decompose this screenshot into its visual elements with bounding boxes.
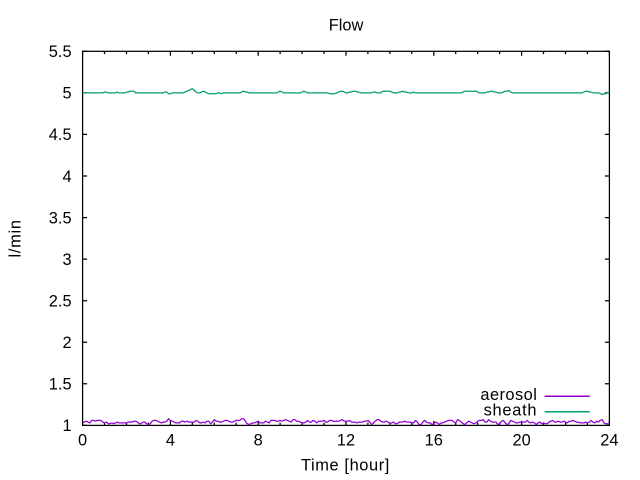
svg-text:5.5: 5.5 xyxy=(49,43,72,61)
svg-text:4.5: 4.5 xyxy=(49,126,72,144)
svg-text:3.5: 3.5 xyxy=(49,209,72,227)
svg-text:1.5: 1.5 xyxy=(49,376,72,394)
svg-text:sheath: sheath xyxy=(484,402,538,420)
svg-text:aerosol: aerosol xyxy=(480,386,537,404)
svg-text:1: 1 xyxy=(62,417,71,435)
svg-text:8: 8 xyxy=(254,432,263,450)
svg-text:16: 16 xyxy=(425,432,443,450)
svg-text:0: 0 xyxy=(78,432,87,450)
svg-text:2.5: 2.5 xyxy=(49,293,72,311)
svg-text:20: 20 xyxy=(512,432,530,450)
svg-text:4: 4 xyxy=(62,168,71,186)
svg-text:24: 24 xyxy=(600,432,618,450)
svg-text:2: 2 xyxy=(62,334,71,352)
svg-text:l/min: l/min xyxy=(7,219,25,257)
svg-text:12: 12 xyxy=(337,432,355,450)
svg-text:3: 3 xyxy=(62,251,71,269)
svg-text:4: 4 xyxy=(166,432,175,450)
svg-text:Time [hour]: Time [hour] xyxy=(301,456,390,474)
svg-text:Flow: Flow xyxy=(329,17,364,35)
svg-text:5: 5 xyxy=(62,85,71,103)
